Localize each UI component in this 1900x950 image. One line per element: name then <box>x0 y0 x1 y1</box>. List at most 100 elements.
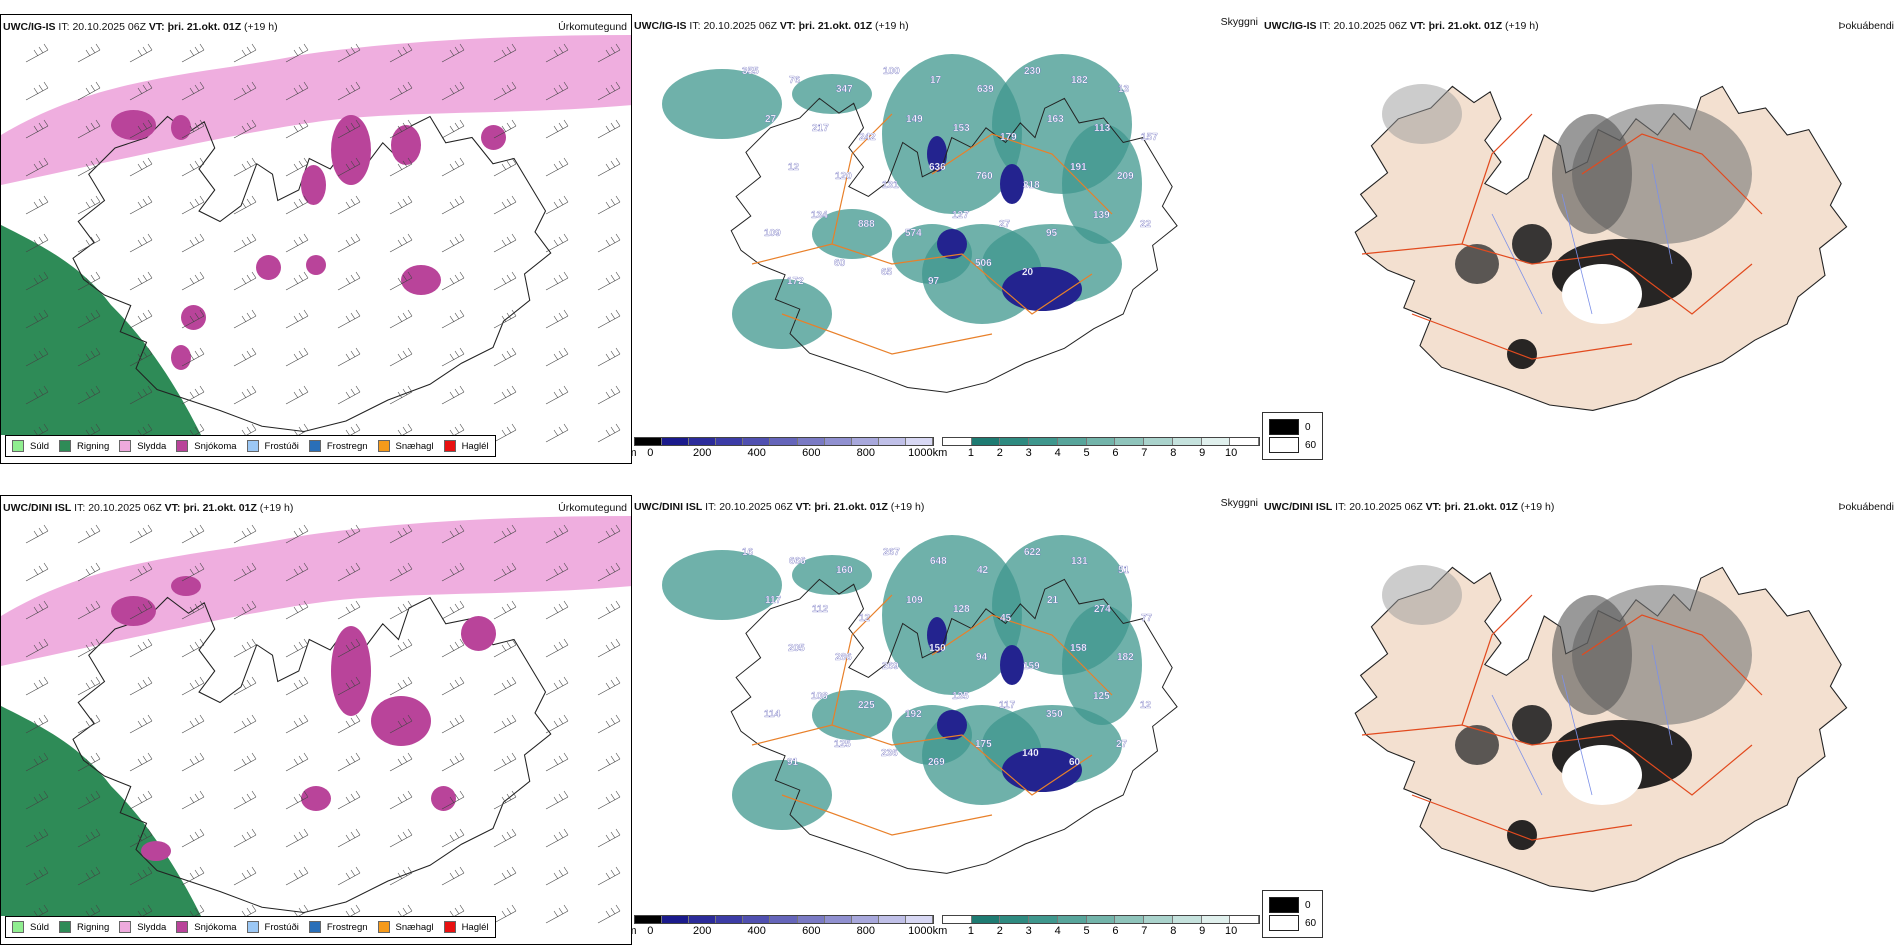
wind-barb <box>441 347 465 367</box>
wind-barb <box>77 752 101 772</box>
fog-map <box>1354 84 1848 411</box>
wind-barb <box>389 714 413 734</box>
model-name: UWC/DINI ISL <box>634 501 703 513</box>
variable-name: Þokuábendi <box>1838 501 1894 513</box>
fog-area <box>1552 595 1632 715</box>
wind-barb <box>77 233 101 253</box>
wind-barb <box>493 233 517 253</box>
precip-map <box>1 516 631 924</box>
wind-barb <box>233 385 257 405</box>
glacier-area <box>1562 264 1642 324</box>
snow-area <box>301 165 326 205</box>
ceiling-value-label: 131 <box>882 180 899 191</box>
ceiling-value-label: 350 <box>1046 709 1063 720</box>
legend-label: Rigning <box>77 921 110 933</box>
sleet-area <box>1 516 631 666</box>
legend-label: Snæhagl <box>395 921 434 933</box>
ceiling-value-label: 209 <box>1117 171 1134 182</box>
wind-barb <box>493 562 517 582</box>
wind-barb <box>233 638 257 658</box>
wind-barb <box>233 271 257 291</box>
low-visibility-area <box>662 69 782 139</box>
wind-barb <box>181 119 205 139</box>
wind-barb <box>493 866 517 886</box>
vt-value: þri. 21.okt. 01Z <box>183 502 257 514</box>
low-visibility-area <box>812 690 892 740</box>
snow-area <box>256 255 281 280</box>
wind-barb <box>493 790 517 810</box>
wind-barb <box>181 157 205 177</box>
iceland-outline <box>72 596 552 914</box>
wind-barb <box>25 714 49 734</box>
wind-barb <box>181 233 205 253</box>
wind-barb <box>285 828 309 848</box>
variable-name: Úrkomutegund <box>558 21 627 33</box>
colorbar-unit: m <box>632 925 637 937</box>
vt-value: þri. 21.okt. 01Z <box>798 20 873 32</box>
wind-barb <box>181 752 205 772</box>
ceiling-value-label: 12 <box>788 162 800 173</box>
colorbar-swatch <box>851 438 879 445</box>
ceiling-value-label: 13 <box>1118 84 1130 95</box>
ceiling-colorbar: m0 200 400 600 800 1000 <box>632 915 934 939</box>
colorbar-tick-label: 4 <box>1054 447 1061 459</box>
colorbar-tick-label: 800 <box>856 925 875 937</box>
wind-barb <box>129 43 153 63</box>
colorbar-swatch <box>1144 438 1173 445</box>
wind-barb <box>77 562 101 582</box>
wind-barb <box>181 271 205 291</box>
wind-barb <box>597 904 621 924</box>
ceiling-value-label: 506 <box>975 258 992 269</box>
wind-barb <box>77 714 101 734</box>
fog-panel-bottom: UWC/DINI ISL IT: 20.10.2025 06Z VT: þri.… <box>1262 495 1900 945</box>
colorbar-swatch <box>943 916 972 923</box>
colorbar-swatches <box>634 437 934 446</box>
colorbar-swatch <box>971 916 1001 923</box>
ceiling-value-label: 100 <box>883 66 900 77</box>
colorbar-swatch <box>1115 438 1145 445</box>
wind-barb <box>233 233 257 253</box>
wind-barb <box>389 600 413 620</box>
ceiling-value-label: 128 <box>953 604 970 615</box>
wind-barb <box>337 309 361 329</box>
wind-barb <box>337 676 361 696</box>
wind-barb <box>233 43 257 63</box>
wind-barb <box>441 638 465 658</box>
wind-barb <box>337 562 361 582</box>
wind-barb <box>389 81 413 101</box>
ceiling-value-label: 117 <box>765 595 782 606</box>
wind-barb <box>597 676 621 696</box>
visibility-colorbar: km 1 2 3 4 5 6 7 8 9 10 <box>933 915 1260 939</box>
wind-barb <box>441 676 465 696</box>
wind-barb <box>597 752 621 772</box>
legend-label: Rigning <box>77 440 110 452</box>
wind-barb <box>285 790 309 810</box>
fog-legend-swatch <box>1269 437 1299 453</box>
wind-barb <box>285 347 309 367</box>
wind-barb <box>337 385 361 405</box>
lead-time: (+19 h) <box>1505 20 1539 32</box>
ceiling-value-label: 286 <box>835 652 852 663</box>
colorbar-swatch <box>689 438 717 445</box>
snow-area <box>461 616 496 651</box>
legend-item: Haglél <box>443 440 489 452</box>
wind-barb <box>285 562 309 582</box>
wind-barb <box>597 866 621 886</box>
wind-barb <box>77 195 101 215</box>
wind-barb <box>389 271 413 291</box>
ceiling-value-label: 225 <box>858 700 875 711</box>
wind-barb <box>285 233 309 253</box>
ceiling-value-label: 639 <box>977 84 994 95</box>
wind-barb <box>233 347 257 367</box>
river-network <box>1491 163 1673 315</box>
ceiling-value-label: 12 <box>1140 700 1152 711</box>
fog-area <box>1507 339 1537 369</box>
ceiling-value-label: 125 <box>1093 691 1110 702</box>
ceiling-value-label: 109 <box>906 595 923 606</box>
ceiling-value-label: 230 <box>1024 66 1041 77</box>
legend-item: Frostregn <box>308 921 368 933</box>
ceiling-value-label: 236 <box>881 748 898 759</box>
wind-barb <box>337 233 361 253</box>
ceiling-value-label: 51 <box>1118 565 1130 576</box>
ceiling-value-label: 21 <box>1047 595 1059 606</box>
